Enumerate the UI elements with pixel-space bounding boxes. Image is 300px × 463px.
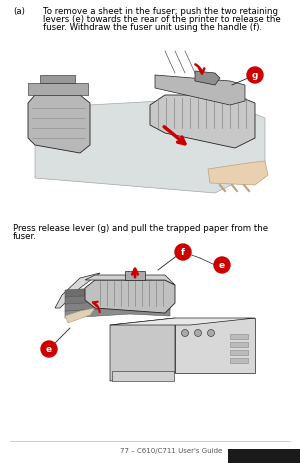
Text: e: e — [219, 261, 225, 270]
Circle shape — [208, 330, 214, 337]
Polygon shape — [65, 308, 95, 323]
Polygon shape — [65, 307, 170, 319]
Text: g: g — [252, 71, 258, 80]
Text: 77 – C610/C711 User's Guide: 77 – C610/C711 User's Guide — [120, 447, 222, 453]
Polygon shape — [175, 319, 255, 373]
FancyBboxPatch shape — [230, 358, 248, 363]
Polygon shape — [195, 72, 220, 86]
Polygon shape — [28, 96, 90, 154]
Polygon shape — [35, 99, 265, 194]
FancyBboxPatch shape — [230, 342, 248, 347]
FancyBboxPatch shape — [28, 84, 88, 96]
Circle shape — [194, 330, 202, 337]
FancyBboxPatch shape — [20, 44, 288, 208]
Polygon shape — [85, 275, 175, 285]
FancyBboxPatch shape — [228, 449, 300, 463]
Circle shape — [214, 257, 230, 274]
Text: (a): (a) — [13, 7, 25, 16]
Text: fuser. Withdraw the fuser unit using the handle (f).: fuser. Withdraw the fuser unit using the… — [43, 23, 262, 32]
Circle shape — [175, 244, 191, 260]
Polygon shape — [125, 271, 145, 281]
FancyBboxPatch shape — [230, 334, 248, 339]
FancyBboxPatch shape — [112, 371, 174, 381]
Polygon shape — [110, 319, 255, 325]
Polygon shape — [55, 274, 100, 308]
Polygon shape — [208, 162, 268, 186]
Circle shape — [41, 341, 57, 357]
Circle shape — [182, 330, 188, 337]
Text: levers (e) towards the rear of the printer to release the: levers (e) towards the rear of the print… — [43, 15, 281, 24]
Polygon shape — [150, 96, 255, 149]
Polygon shape — [65, 300, 170, 311]
Text: e: e — [46, 345, 52, 354]
Text: f: f — [181, 248, 185, 257]
Polygon shape — [65, 287, 170, 297]
Polygon shape — [85, 281, 175, 313]
Text: Press release lever (g) and pull the trapped paper from the: Press release lever (g) and pull the tra… — [13, 224, 268, 232]
Polygon shape — [110, 319, 175, 381]
Circle shape — [247, 68, 263, 84]
FancyBboxPatch shape — [28, 249, 272, 398]
FancyBboxPatch shape — [230, 350, 248, 355]
Polygon shape — [155, 76, 245, 106]
Text: To remove a sheet in the fuser; push the two retaining: To remove a sheet in the fuser; push the… — [43, 7, 278, 16]
Text: fuser.: fuser. — [13, 232, 37, 240]
FancyBboxPatch shape — [40, 76, 75, 84]
Polygon shape — [65, 294, 170, 304]
